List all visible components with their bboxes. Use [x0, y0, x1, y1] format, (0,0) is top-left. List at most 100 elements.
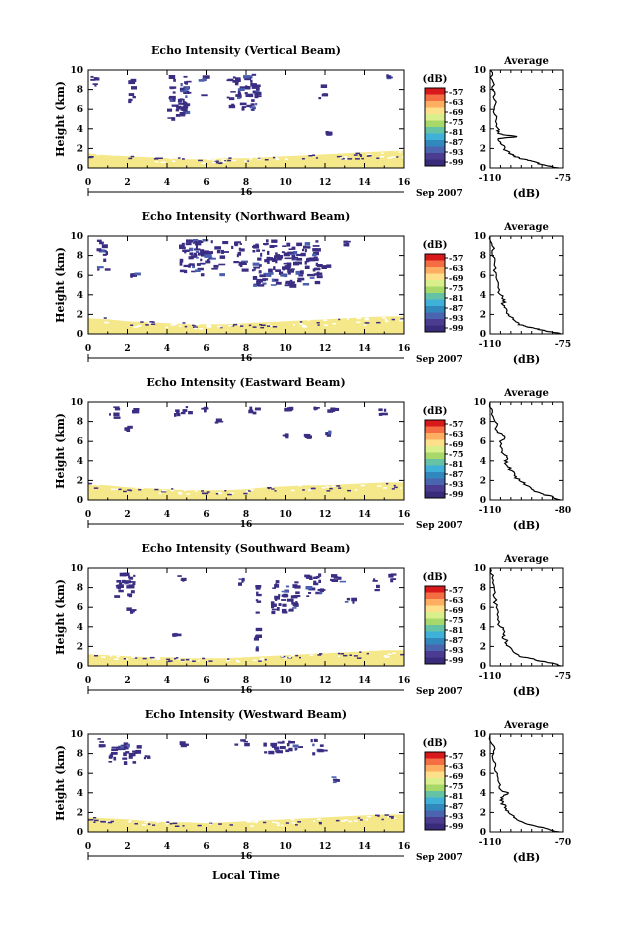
- cloud-echo: [111, 748, 118, 751]
- cloud-echo: [176, 413, 181, 417]
- cloud-echo: [304, 574, 311, 578]
- x-tick-label: 14: [358, 344, 371, 354]
- echo-speckle: [359, 155, 363, 157]
- colorbar-tick-label: -57: [449, 419, 463, 429]
- x-tick-label: 8: [243, 676, 249, 686]
- echo-speckle: [240, 325, 244, 327]
- cloud-echo: [279, 741, 283, 744]
- echo-speckle: [211, 159, 216, 161]
- x-tick-label: 4: [164, 344, 170, 354]
- cloud-echo: [122, 579, 126, 584]
- cloud-echo: [111, 752, 117, 755]
- cloud-echo: [287, 407, 292, 412]
- y-tick-label: 10: [70, 564, 83, 574]
- cloud-echo: [312, 245, 320, 247]
- cloud-echo: [320, 749, 328, 752]
- cloud-echo: [179, 269, 185, 273]
- colorbar-swatch: [425, 433, 445, 440]
- x-tick-label: 6: [203, 676, 209, 686]
- cloud-echo: [103, 258, 107, 262]
- cloud-echo: [320, 592, 323, 594]
- cloud-echo: [316, 575, 320, 579]
- cloud-echo: [304, 249, 307, 253]
- echo-speckle: [233, 323, 238, 326]
- echo-speckle: [221, 159, 227, 161]
- echo-speckle: [152, 824, 156, 826]
- cloud-echo: [293, 251, 298, 255]
- cloud-echo: [222, 251, 229, 253]
- echo-speckle: [259, 659, 264, 661]
- cloud-echo: [273, 266, 276, 271]
- echo-speckle: [229, 492, 234, 495]
- cloud-echo: [255, 599, 259, 602]
- cloud-echo: [288, 747, 293, 752]
- echo-speckle: [391, 488, 395, 490]
- echo-speckle: [251, 821, 255, 823]
- cloud-echo: [278, 603, 282, 606]
- cloud-echo: [275, 580, 280, 584]
- echo-speckle: [337, 652, 341, 655]
- colorbar-swatch: [425, 472, 445, 479]
- colorbar-tick-label: -87: [449, 303, 463, 313]
- colorbar-tick-label: -99: [449, 489, 464, 499]
- cloud-echo: [378, 412, 383, 416]
- colorbar-tick-label: -63: [449, 429, 464, 439]
- cloud-echo: [97, 268, 100, 271]
- echo-speckle: [366, 155, 370, 157]
- average-y-tick-label: 4: [480, 457, 486, 467]
- average-x-tick-label: -110: [479, 672, 502, 682]
- cloud-echo: [179, 261, 183, 266]
- y-tick-label: 6: [77, 271, 83, 281]
- cloud-echo: [275, 597, 280, 600]
- average-y-tick-label: 10: [473, 564, 486, 574]
- echo-speckle: [400, 318, 404, 320]
- cloud-echo: [312, 248, 317, 252]
- echo-speckle: [135, 487, 138, 489]
- x-tick-label: 16: [398, 842, 411, 852]
- cloud-echo: [314, 248, 321, 252]
- echo-speckle: [332, 323, 337, 325]
- echo-speckle: [162, 489, 167, 492]
- echo-speckle: [209, 823, 212, 825]
- cloud-echo: [171, 117, 176, 121]
- cloud-echo: [215, 418, 222, 422]
- date-day: 16: [240, 520, 253, 530]
- cloud-echo: [117, 746, 121, 749]
- y-tick-label: 8: [77, 584, 83, 594]
- cloud-echo: [244, 77, 251, 81]
- echo-speckle: [359, 651, 362, 653]
- echo-speckle: [155, 657, 160, 659]
- y-tick-label: 4: [77, 125, 83, 135]
- cloud-echo: [118, 589, 124, 593]
- cloud-echo: [237, 90, 241, 95]
- cloud-echo: [282, 740, 285, 744]
- cloud-echo: [314, 576, 318, 579]
- echo-speckle: [180, 660, 185, 662]
- colorbar-tick-label: -57: [449, 253, 463, 263]
- echo-speckle: [206, 491, 210, 493]
- cloud-echo: [285, 585, 290, 588]
- cloud-echo: [295, 591, 300, 595]
- y-axis-label: Height (km): [54, 81, 67, 157]
- cloud-echo: [255, 586, 261, 590]
- average-title: Average: [503, 554, 549, 565]
- y-axis-label: Height (km): [54, 745, 67, 821]
- cloud-echo: [200, 249, 205, 253]
- colorbar-swatch: [425, 823, 445, 831]
- average-profile-line: [488, 401, 561, 501]
- beam-panel: Echo Intensity (Vertical Beam) 0 2 4 6 8 10 12 1…: [54, 44, 571, 200]
- y-tick-label: 0: [77, 496, 83, 506]
- cloud-echo: [288, 248, 293, 250]
- colorbar-swatch: [425, 651, 445, 658]
- cloud-echo: [373, 578, 376, 581]
- echo-speckle: [260, 326, 265, 329]
- echo-speckle: [93, 487, 99, 489]
- cloud-echo: [381, 412, 388, 416]
- panel-title: Echo Intensity (Vertical Beam): [151, 44, 341, 57]
- cloud-echo: [189, 252, 194, 256]
- echo-speckle: [175, 657, 179, 659]
- cloud-echo: [317, 749, 324, 753]
- echo-speckle: [338, 318, 341, 321]
- echo-speckle: [144, 821, 149, 824]
- cloud-echo: [200, 273, 205, 277]
